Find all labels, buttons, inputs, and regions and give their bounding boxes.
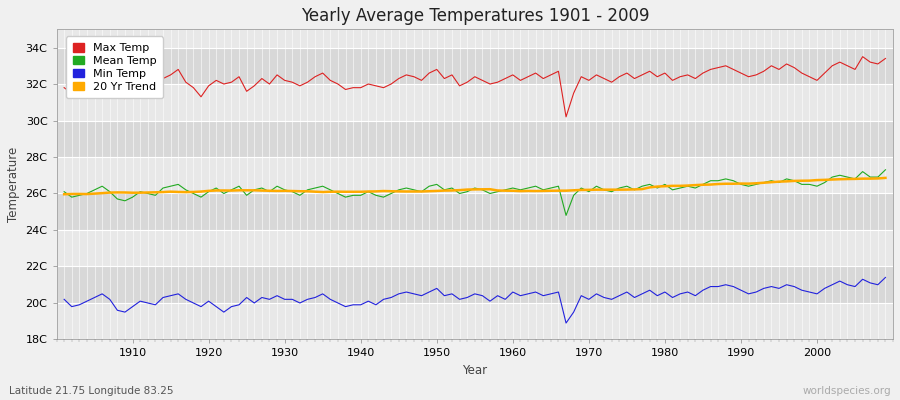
Legend: Max Temp, Mean Temp, Min Temp, 20 Yr Trend: Max Temp, Mean Temp, Min Temp, 20 Yr Tre… [67, 36, 163, 98]
Bar [57, 120, 893, 157]
Text: worldspecies.org: worldspecies.org [803, 386, 891, 396]
Y-axis label: Temperature: Temperature [7, 147, 20, 222]
Bar [57, 194, 893, 230]
Bar [57, 230, 893, 266]
Bar [57, 48, 893, 84]
Bar [57, 157, 893, 194]
Bar [57, 303, 893, 340]
Title: Yearly Average Temperatures 1901 - 2009: Yearly Average Temperatures 1901 - 2009 [301, 7, 649, 25]
Bar [57, 84, 893, 120]
X-axis label: Year: Year [463, 364, 488, 377]
Text: Latitude 21.75 Longitude 83.25: Latitude 21.75 Longitude 83.25 [9, 386, 174, 396]
Bar [57, 266, 893, 303]
